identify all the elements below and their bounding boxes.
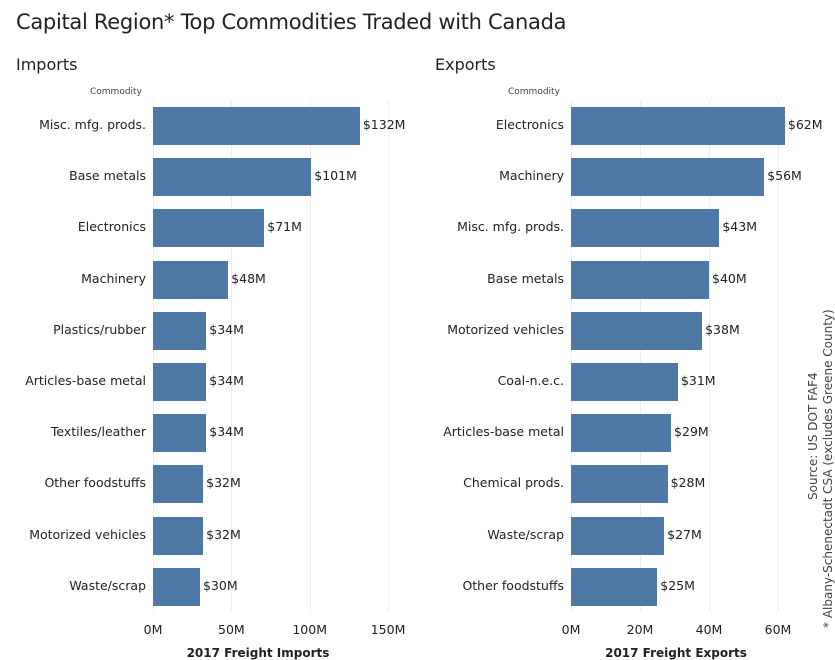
data-label: $34M [209,373,244,388]
bar [571,311,703,350]
category-label: Machinery [81,270,146,286]
footnote: * Albany-Schenectadt CSA (excludes Green… [821,309,835,628]
gridline [153,100,154,612]
bar [571,260,709,299]
data-label: $62M [787,117,823,132]
x-axis-title: 2017 Freight Exports [605,646,747,660]
x-tick-label: 100M [292,622,328,637]
category-label: Motorized vehicles [447,321,564,337]
data-label: $48M [231,270,266,286]
bar [571,516,665,555]
data-label: $38M [705,321,740,337]
category-label: Base metals [487,270,564,286]
data-label: $71M [267,219,302,235]
data-label: $28M [670,475,706,491]
x-tick-label: 0M [143,622,163,637]
column-header: Commodity [508,87,560,97]
data-label: $25M [660,577,695,593]
category-label: Waste/scrap [69,577,146,593]
bar [571,107,785,145]
bar [153,363,207,401]
data-label: $101M [314,168,357,184]
data-label: $132M [362,117,406,132]
panel-title: Exports [435,55,496,74]
gridline [709,100,710,612]
category-label: Waste/scrap [487,526,564,542]
x-tick-label: 0M [561,622,581,637]
category-label: Misc. mfg. prods. [39,117,146,132]
category-label: Electronics [495,117,564,132]
bar [153,158,312,197]
bar [153,107,360,145]
category-label: Machinery [499,168,564,184]
bar [153,567,200,606]
category-label: Electronics [77,219,146,235]
category-label: Coal-n.e.c. [497,373,564,388]
data-label: $43M [722,219,757,235]
data-label: $34M [209,424,244,440]
bar [153,260,229,299]
bar [571,158,765,197]
category-label: Misc. mfg. prods. [457,219,564,235]
category-label: Chemical prods. [463,475,564,491]
data-label: $32M [206,475,241,491]
category-label: Articles-base metal [443,424,564,440]
x-tick-label: 40M [695,622,723,637]
category-label: Other foodstuffs [44,475,146,491]
data-label: $40M [712,270,747,286]
category-label: Motorized vehicles [29,526,146,542]
x-tick-label: 60M [764,622,792,637]
bar [571,209,720,248]
category-label: Textiles/leather [50,424,146,440]
category-label: Base metals [69,168,146,184]
gridline [778,100,779,612]
bar [153,311,207,350]
bar [153,516,204,555]
bar [571,414,672,453]
data-label: $30M [203,577,238,593]
data-label: $31M [680,373,716,388]
x-tick-label: 20M [626,622,654,637]
category-label: Plastics/rubber [53,321,146,337]
x-tick-label: 50M [217,622,245,637]
bar [571,363,678,401]
bar [571,567,658,606]
x-tick-label: 150M [370,622,406,637]
source-note: Source: US DOT FAF4 [806,372,820,500]
data-label: $56M [767,168,802,184]
gridline [388,100,390,612]
data-label: $29M [674,424,709,440]
gridline [571,100,572,612]
chart-title: Capital Region* Top Commodities Traded w… [16,10,567,34]
x-axis-title: 2017 Freight Imports [186,646,330,660]
gridline [231,100,233,612]
category-label: Other foodstuffs [462,577,564,593]
panel-title: Imports [16,55,78,74]
column-header: Commodity [90,87,142,97]
gridline [309,100,311,612]
data-label: $32M [206,526,241,542]
category-label: Articles-base metal [25,373,146,388]
bar [571,465,668,504]
bar [153,465,204,504]
bar [153,209,265,248]
data-label: $27M [667,526,702,542]
data-label: $34M [209,321,244,337]
bar [153,414,207,453]
gridline [640,100,641,612]
